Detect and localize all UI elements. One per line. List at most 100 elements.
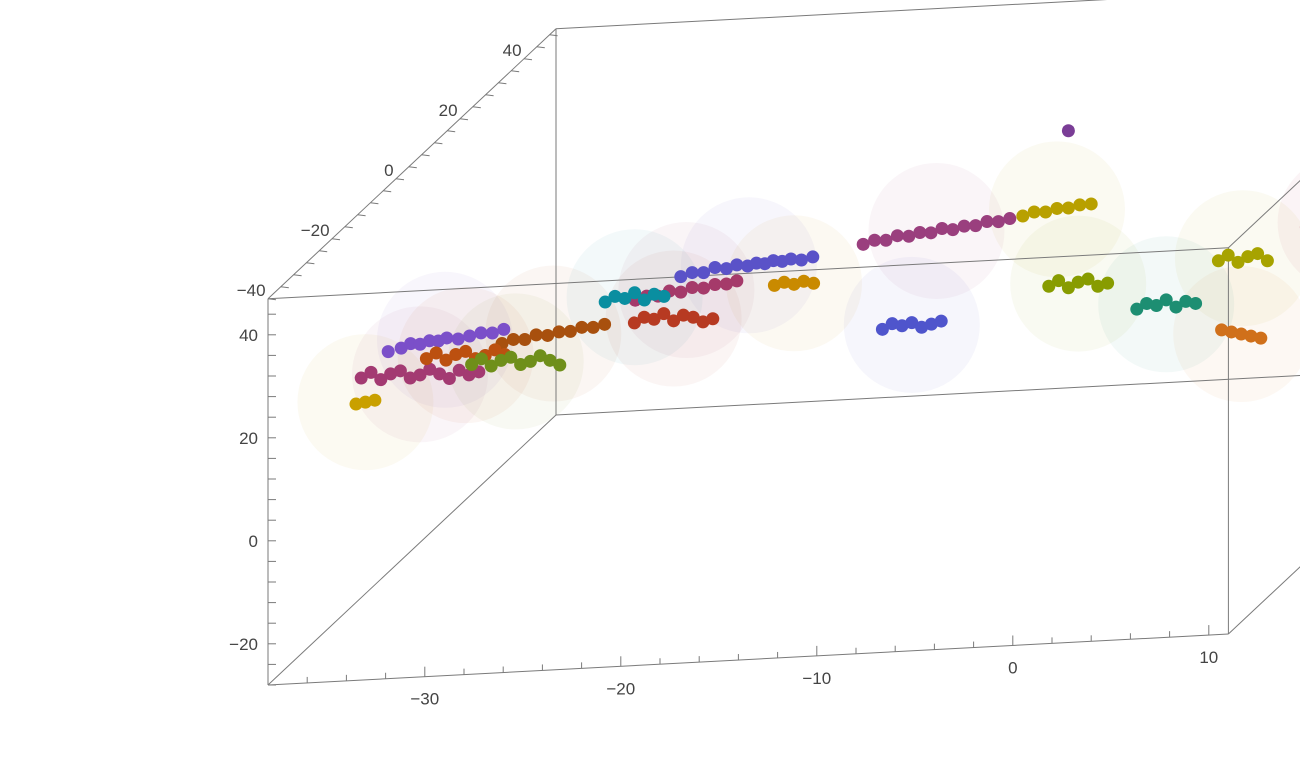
data-point bbox=[637, 293, 651, 307]
data-point bbox=[1169, 300, 1183, 314]
data-point bbox=[685, 281, 699, 295]
data-point bbox=[1231, 255, 1245, 269]
data-point bbox=[1061, 124, 1075, 138]
data-point bbox=[552, 325, 566, 339]
data-point bbox=[730, 258, 744, 272]
data-point bbox=[686, 310, 700, 324]
data-point bbox=[423, 362, 437, 376]
data-point bbox=[1003, 212, 1017, 226]
data-point bbox=[647, 287, 661, 301]
x-tick-label: 10 bbox=[1199, 648, 1218, 667]
data-point bbox=[902, 229, 916, 243]
data-point bbox=[598, 317, 612, 331]
y-tick-mark bbox=[344, 226, 353, 229]
box-edge bbox=[555, 375, 1300, 416]
data-point bbox=[452, 363, 466, 377]
data-point bbox=[442, 372, 456, 386]
z-tick-label: −20 bbox=[229, 635, 258, 654]
data-point bbox=[506, 332, 520, 346]
data-point bbox=[543, 353, 557, 367]
z-tick-label: 0 bbox=[249, 532, 258, 551]
y-tick-mark bbox=[306, 262, 315, 265]
data-point bbox=[657, 307, 671, 321]
y-tick-mark bbox=[357, 214, 366, 217]
data-point bbox=[449, 348, 463, 362]
data-point bbox=[1050, 201, 1064, 215]
data-point bbox=[553, 358, 567, 372]
data-point bbox=[787, 277, 801, 291]
data-point bbox=[1042, 279, 1056, 293]
data-point bbox=[1221, 248, 1235, 262]
data-point bbox=[474, 352, 488, 366]
data-point bbox=[608, 289, 622, 303]
data-point bbox=[541, 328, 555, 342]
box-edge bbox=[1228, 566, 1300, 635]
y-tick-mark bbox=[485, 94, 494, 97]
data-point bbox=[1254, 331, 1268, 345]
data-point bbox=[807, 276, 821, 290]
y-tick-mark bbox=[421, 154, 430, 157]
data-point bbox=[433, 367, 447, 381]
y-tick-mark bbox=[408, 166, 417, 169]
data-point bbox=[706, 312, 720, 326]
data-point bbox=[674, 285, 688, 299]
y-tick-mark bbox=[331, 238, 341, 241]
data-point bbox=[1244, 329, 1258, 343]
data-point bbox=[657, 289, 671, 303]
data-point bbox=[969, 219, 983, 233]
data-point bbox=[1215, 323, 1229, 337]
data-point bbox=[1073, 198, 1087, 212]
data-point bbox=[935, 222, 949, 236]
data-point bbox=[462, 368, 476, 382]
data-point bbox=[628, 286, 642, 300]
data-point bbox=[924, 226, 938, 240]
data-point bbox=[374, 373, 388, 387]
box-edge bbox=[1228, 179, 1300, 249]
data-point bbox=[488, 343, 502, 357]
box-edge bbox=[267, 28, 557, 300]
data-point bbox=[777, 275, 791, 289]
data-point bbox=[1016, 209, 1030, 223]
data-point bbox=[494, 353, 508, 367]
data-point bbox=[1052, 274, 1066, 288]
data-point bbox=[1179, 294, 1193, 308]
y-tick-mark bbox=[459, 118, 469, 121]
data-point bbox=[1189, 296, 1203, 310]
x-tick-label: −10 bbox=[802, 669, 831, 688]
y-tick-mark bbox=[536, 46, 545, 49]
box-edge bbox=[267, 247, 1229, 300]
y-tick-label: −20 bbox=[301, 221, 330, 240]
z-tick-label: 40 bbox=[239, 326, 258, 345]
z-tick-label: 20 bbox=[239, 429, 258, 448]
y-tick-mark bbox=[472, 106, 481, 109]
y-tick-mark bbox=[280, 286, 289, 289]
data-point bbox=[1241, 250, 1255, 264]
box-edge bbox=[267, 633, 1229, 686]
y-tick-mark bbox=[370, 202, 379, 205]
data-point bbox=[991, 215, 1005, 229]
data-point bbox=[647, 312, 661, 326]
data-point bbox=[598, 295, 612, 309]
data-point bbox=[719, 262, 733, 276]
y-tick-mark bbox=[267, 298, 277, 301]
data-point bbox=[946, 223, 960, 237]
data-point bbox=[895, 319, 909, 333]
y-tick-mark bbox=[395, 178, 405, 181]
data-point bbox=[1149, 299, 1163, 313]
data-point bbox=[533, 349, 547, 363]
data-point bbox=[905, 316, 919, 330]
data-point bbox=[794, 253, 808, 267]
data-point bbox=[419, 352, 433, 366]
data-point bbox=[465, 358, 479, 371]
data-point bbox=[1091, 279, 1105, 293]
data-point bbox=[1251, 247, 1265, 261]
data-point bbox=[1081, 272, 1095, 286]
data-point bbox=[440, 331, 454, 345]
data-point bbox=[463, 329, 477, 343]
data-point bbox=[381, 345, 395, 359]
data-point bbox=[924, 317, 938, 331]
y-tick-mark bbox=[523, 58, 533, 61]
data-point bbox=[1027, 205, 1041, 219]
data-point bbox=[518, 333, 532, 346]
